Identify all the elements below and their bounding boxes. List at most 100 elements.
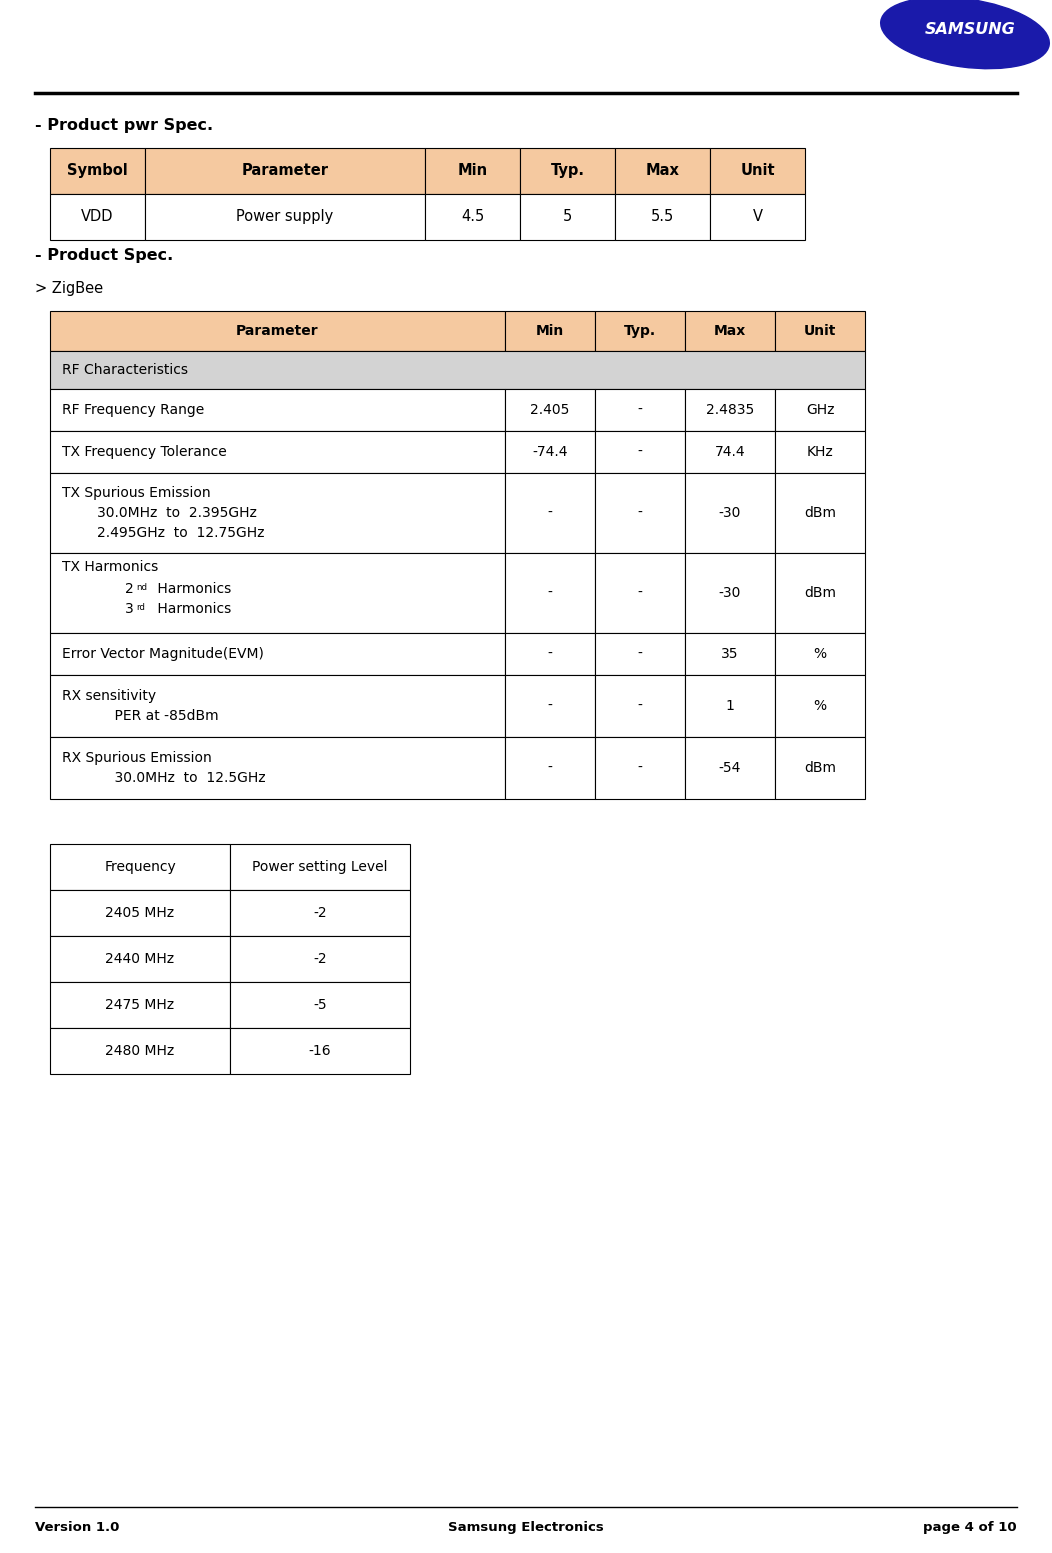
Bar <box>775 311 865 351</box>
Text: -: - <box>547 585 552 599</box>
Text: Min: Min <box>458 163 487 179</box>
Bar <box>685 388 775 432</box>
Text: Parameter: Parameter <box>237 325 319 339</box>
Text: -: - <box>638 648 643 662</box>
Bar <box>685 634 775 676</box>
Text: -: - <box>638 585 643 599</box>
Text: nd: nd <box>137 582 147 592</box>
Text: - Product Spec.: - Product Spec. <box>35 248 174 262</box>
Text: 4.5: 4.5 <box>461 210 484 225</box>
Text: Typ.: Typ. <box>624 325 656 339</box>
Bar <box>685 553 775 634</box>
Text: 3: 3 <box>125 603 134 617</box>
Bar <box>50 194 145 241</box>
Bar <box>685 738 775 798</box>
Bar <box>50 936 230 981</box>
Bar <box>505 676 595 738</box>
Text: Unit: Unit <box>804 325 836 339</box>
Bar <box>685 474 775 553</box>
Bar <box>505 311 595 351</box>
Text: Power setting Level: Power setting Level <box>252 860 388 874</box>
Text: TX Harmonics: TX Harmonics <box>62 561 158 575</box>
Bar <box>50 388 505 432</box>
Bar <box>425 148 520 194</box>
Bar <box>615 148 710 194</box>
Bar <box>520 148 615 194</box>
Bar <box>425 194 520 241</box>
Text: -30: -30 <box>719 506 742 520</box>
Text: -74.4: -74.4 <box>532 446 568 460</box>
Text: Parameter: Parameter <box>242 163 328 179</box>
Bar <box>775 553 865 634</box>
Text: page 4 of 10: page 4 of 10 <box>924 1520 1017 1534</box>
Text: Harmonics: Harmonics <box>153 582 231 596</box>
Text: -2: -2 <box>313 905 327 919</box>
Bar <box>505 432 595 474</box>
Bar <box>50 148 145 194</box>
Bar <box>505 388 595 432</box>
Text: dBm: dBm <box>804 585 836 599</box>
Bar <box>520 194 615 241</box>
Text: Symbol: Symbol <box>67 163 128 179</box>
Text: 2: 2 <box>125 582 134 596</box>
Text: V: V <box>752 210 763 225</box>
Text: -30: -30 <box>719 585 742 599</box>
Bar <box>595 738 685 798</box>
Text: 2405 MHz: 2405 MHz <box>105 905 175 919</box>
Text: %: % <box>813 699 827 713</box>
Text: -16: -16 <box>308 1044 331 1058</box>
Text: Harmonics: Harmonics <box>153 603 231 617</box>
Bar <box>595 553 685 634</box>
Bar <box>595 474 685 553</box>
Text: Min: Min <box>535 325 564 339</box>
Text: VDD: VDD <box>81 210 114 225</box>
Text: Power supply: Power supply <box>237 210 333 225</box>
Bar <box>50 634 505 676</box>
Text: 2475 MHz: 2475 MHz <box>105 999 175 1013</box>
Text: dBm: dBm <box>804 761 836 775</box>
Bar <box>505 474 595 553</box>
Bar <box>145 194 425 241</box>
Bar <box>505 738 595 798</box>
Text: 2480 MHz: 2480 MHz <box>105 1044 175 1058</box>
Text: -54: -54 <box>719 761 742 775</box>
Bar <box>595 634 685 676</box>
Text: %: % <box>813 648 827 662</box>
Bar <box>50 311 505 351</box>
Bar <box>50 553 505 634</box>
Bar <box>775 634 865 676</box>
Text: Max: Max <box>646 163 680 179</box>
Bar <box>775 676 865 738</box>
Bar <box>50 1028 230 1075</box>
Bar <box>230 1028 410 1075</box>
Bar <box>50 676 505 738</box>
Bar <box>50 843 230 890</box>
Text: - Product pwr Spec.: - Product pwr Spec. <box>35 118 214 134</box>
Text: -: - <box>638 761 643 775</box>
Text: Typ.: Typ. <box>550 163 585 179</box>
Text: RF Frequency Range: RF Frequency Range <box>62 402 204 418</box>
Bar <box>50 981 230 1028</box>
Text: dBm: dBm <box>804 506 836 520</box>
Text: > ZigBee: > ZigBee <box>35 281 103 297</box>
Text: Max: Max <box>714 325 746 339</box>
Text: Samsung Electronics: Samsung Electronics <box>448 1520 604 1534</box>
Text: -: - <box>547 699 552 713</box>
Bar <box>50 432 505 474</box>
Text: RF Characteristics: RF Characteristics <box>62 363 188 377</box>
Text: 1: 1 <box>726 699 734 713</box>
Text: 5.5: 5.5 <box>651 210 674 225</box>
Text: -: - <box>638 402 643 418</box>
Bar <box>775 474 865 553</box>
Bar <box>505 634 595 676</box>
Bar <box>230 843 410 890</box>
Bar <box>230 981 410 1028</box>
Text: -: - <box>638 446 643 460</box>
Bar <box>775 432 865 474</box>
Bar <box>595 388 685 432</box>
Text: TX Frequency Tolerance: TX Frequency Tolerance <box>62 446 227 460</box>
Text: SAMSUNG: SAMSUNG <box>925 22 1015 37</box>
Text: 2.405: 2.405 <box>530 402 570 418</box>
Bar <box>775 738 865 798</box>
Text: 2.4835: 2.4835 <box>706 402 754 418</box>
